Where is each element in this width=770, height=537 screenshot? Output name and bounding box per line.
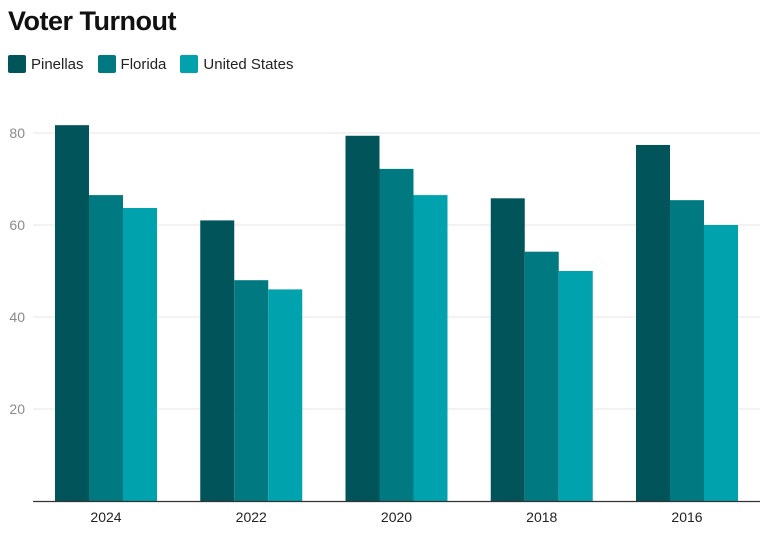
legend-item-florida[interactable]: Florida <box>97 55 167 73</box>
bar-pinellas-2020[interactable] <box>345 135 380 501</box>
bar-united-states-2016[interactable] <box>704 225 738 501</box>
bar-florida-2022[interactable] <box>234 280 269 501</box>
y-tick-label: 80 <box>9 125 25 141</box>
bar-pinellas-2024[interactable] <box>55 125 89 502</box>
legend-item-united-states[interactable]: United States <box>180 55 293 73</box>
x-tick-label-2016: 2016 <box>671 509 702 525</box>
bar-united-states-2022[interactable] <box>268 289 303 501</box>
legend-swatch-pinellas <box>8 55 26 73</box>
bar-florida-2016[interactable] <box>670 200 704 501</box>
bar-florida-2020[interactable] <box>379 168 414 501</box>
legend-label-pinellas: Pinellas <box>31 55 84 73</box>
legend-item-pinellas[interactable]: Pinellas <box>8 55 84 73</box>
bar-florida-2024[interactable] <box>89 195 123 501</box>
legend-swatch-united-states <box>180 55 199 73</box>
y-tick-label: 40 <box>9 309 25 325</box>
legend-label-united-states: United States <box>203 55 294 73</box>
x-tick-label-2018: 2018 <box>526 509 557 525</box>
bar-united-states-2020[interactable] <box>413 195 448 501</box>
chart-title: Voter Turnout <box>8 6 176 36</box>
x-tick-label-2020: 2020 <box>381 509 412 525</box>
legend-label-florida: Florida <box>120 55 167 73</box>
legend: Pinellas Florida United States <box>8 55 307 73</box>
bar-united-states-2024[interactable] <box>123 207 157 502</box>
bar-florida-2018[interactable] <box>524 251 559 501</box>
y-tick-label: 60 <box>9 217 25 233</box>
bar-united-states-2018[interactable] <box>558 271 593 501</box>
x-tick-label-2022: 2022 <box>236 509 267 525</box>
bar-pinellas-2018[interactable] <box>490 198 525 501</box>
y-tick-label: 20 <box>9 401 25 417</box>
bar-pinellas-2016[interactable] <box>636 144 670 501</box>
legend-swatch-florida <box>97 55 116 73</box>
x-tick-label-2024: 2024 <box>90 509 121 525</box>
bar-pinellas-2022[interactable] <box>200 220 235 501</box>
